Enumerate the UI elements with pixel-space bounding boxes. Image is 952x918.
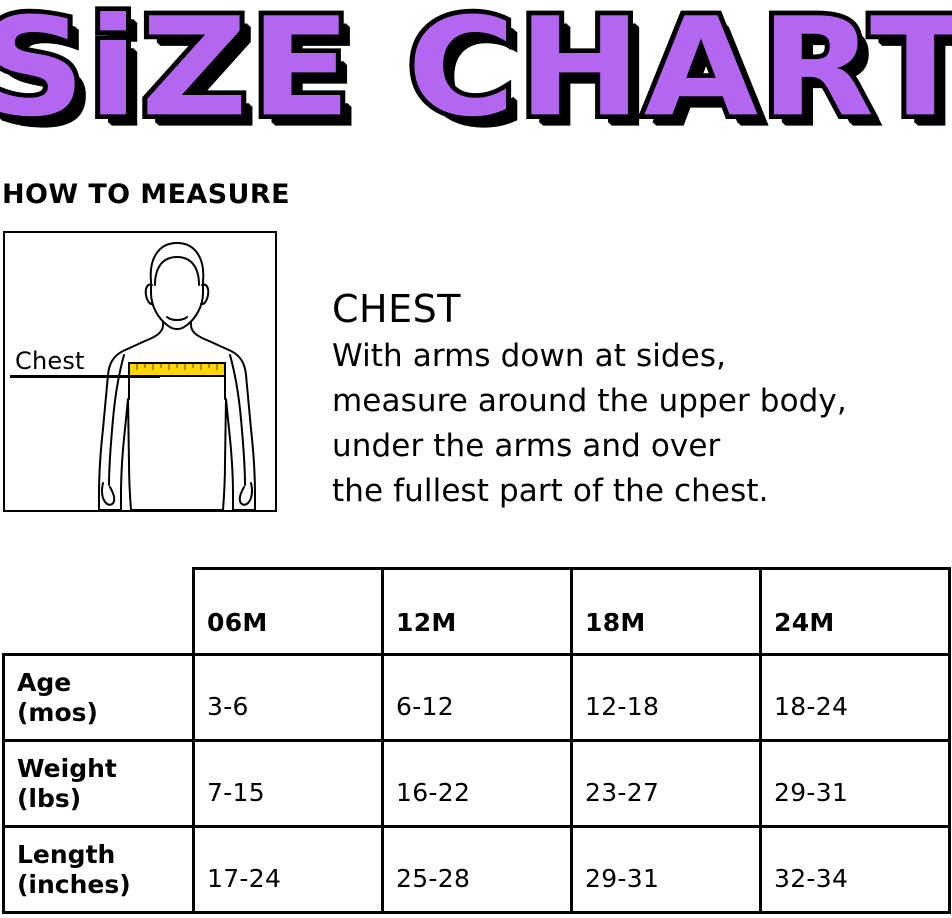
cell-age-24m: 18-24 xyxy=(759,653,951,742)
size-table-header: 06M 12M 18M 24M xyxy=(3,567,951,656)
tape-measure-icon xyxy=(128,362,226,377)
table-header-row: 06M 12M 18M 24M xyxy=(3,567,951,656)
page-title: SiZE CHART xyxy=(0,0,952,149)
cell-length-24m: 32-34 xyxy=(759,825,951,914)
row-header-weight: Weight (lbs) xyxy=(2,739,195,828)
row-header-age: Age (mos) xyxy=(2,653,195,742)
column-header-06m: 06M xyxy=(192,567,384,656)
cell-length-06m: 17-24 xyxy=(192,825,384,914)
cell-weight-12m: 16-22 xyxy=(381,739,573,828)
size-table-body: Age (mos) 3-6 6-12 12-18 18-24 Weight (l… xyxy=(2,653,951,914)
row-header-length: Length (inches) xyxy=(2,825,195,914)
size-table: 06M 12M 18M 24M Age (mos) 3-6 6-12 12-18… xyxy=(2,567,951,914)
cell-weight-24m: 29-31 xyxy=(759,739,951,828)
column-header-24m: 24M xyxy=(759,567,951,656)
how-to-measure-heading: HOW TO MEASURE xyxy=(2,179,290,210)
chest-heading: CHEST xyxy=(332,287,461,331)
column-header-18m: 18M xyxy=(570,567,762,656)
body-figure-illustration xyxy=(98,242,256,510)
chest-callout-label: Chest xyxy=(13,347,87,375)
cell-age-06m: 3-6 xyxy=(192,653,384,742)
cell-age-18m: 12-18 xyxy=(570,653,762,742)
chest-description-block: CHEST With arms down at sides, measure a… xyxy=(332,286,944,514)
size-table-container: 06M 12M 18M 24M Age (mos) 3-6 6-12 12-18… xyxy=(2,567,951,914)
cell-length-18m: 29-31 xyxy=(570,825,762,914)
table-row: Age (mos) 3-6 6-12 12-18 18-24 xyxy=(2,653,951,742)
cell-weight-18m: 23-27 xyxy=(570,739,762,828)
table-corner-cell xyxy=(3,568,194,656)
cell-weight-06m: 7-15 xyxy=(192,739,384,828)
cell-age-12m: 6-12 xyxy=(381,653,573,742)
column-header-12m: 12M xyxy=(381,567,573,656)
cell-length-12m: 25-28 xyxy=(381,825,573,914)
title-banner: SiZE CHART xyxy=(0,0,952,150)
chest-description-text: With arms down at sides, measure around … xyxy=(332,338,847,509)
table-row: Weight (lbs) 7-15 16-22 23-27 29-31 xyxy=(2,739,951,828)
chest-callout: Chest xyxy=(10,348,160,384)
chest-leader-line xyxy=(10,375,160,378)
table-row: Length (inches) 17-24 25-28 29-31 32-34 xyxy=(2,825,951,914)
